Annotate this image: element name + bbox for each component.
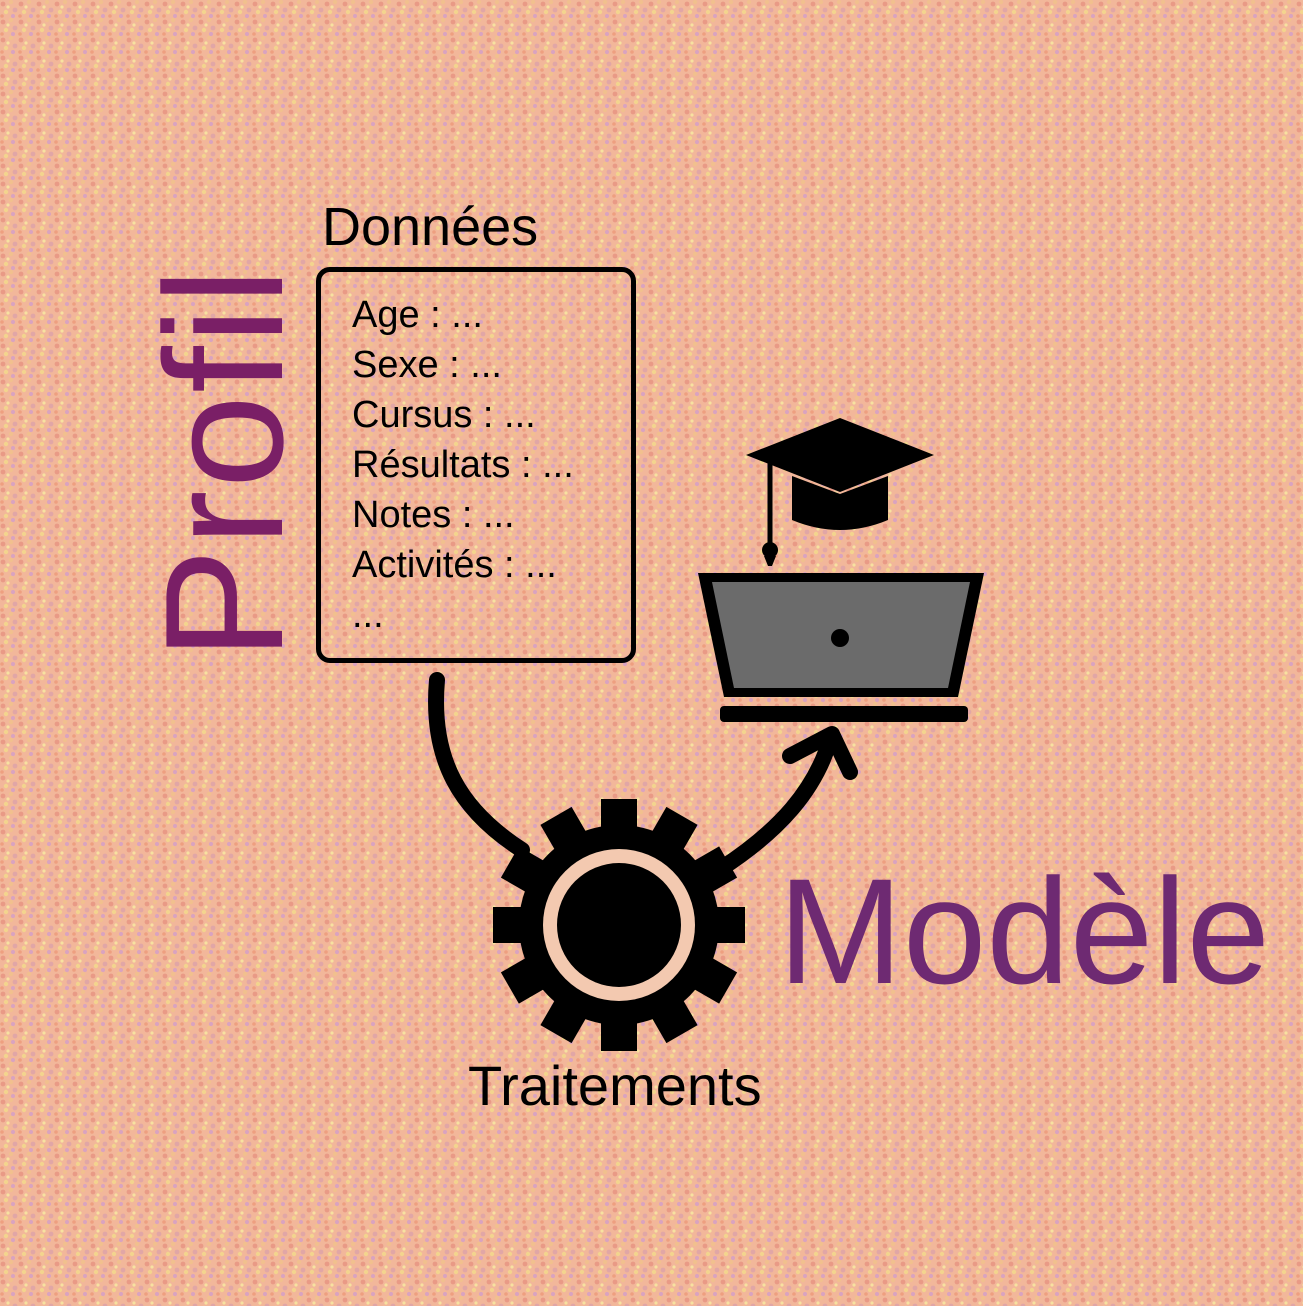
arrow-gear-to-laptop bbox=[714, 732, 838, 876]
data-title: Données bbox=[322, 197, 539, 257]
data-box bbox=[316, 267, 636, 663]
laptop-icon bbox=[698, 573, 984, 722]
field-cursus: Cursus : ... bbox=[352, 394, 536, 436]
field-age: Age : ... bbox=[352, 294, 483, 336]
field-notes: Notes : ... bbox=[352, 494, 515, 536]
modele-label: Modèle bbox=[778, 847, 1270, 1015]
arrowhead-icon bbox=[782, 726, 858, 780]
field-sexe: Sexe : ... bbox=[352, 344, 502, 386]
field-more: ... bbox=[352, 594, 384, 636]
field-list: Age : ... Sexe : ... Cursus : ... Résult… bbox=[352, 290, 574, 640]
field-activites: Activités : ... bbox=[352, 544, 557, 586]
traitements-label: Traitements bbox=[468, 1054, 762, 1117]
field-resultats: Résultats : ... bbox=[352, 444, 574, 486]
graduation-cap-icon bbox=[746, 418, 934, 566]
arrow-data-to-gear bbox=[428, 672, 530, 858]
gear-icon bbox=[493, 799, 745, 1051]
